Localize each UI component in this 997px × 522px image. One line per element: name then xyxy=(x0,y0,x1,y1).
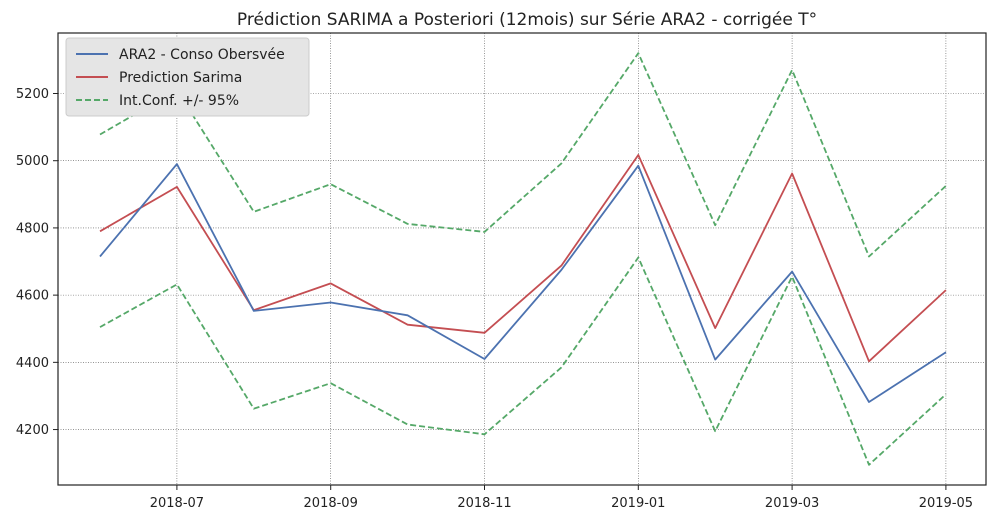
x-tick-label: 2018-07 xyxy=(150,496,204,511)
y-axis: 4200 4400 4600 4800 5000 5200 xyxy=(16,87,58,438)
y-tick-label: 4600 xyxy=(16,289,49,304)
series-line-confidence-lower xyxy=(99,256,947,466)
x-tick-label: 2018-09 xyxy=(304,496,358,511)
plot-frame xyxy=(57,32,987,486)
series-line-confidence-upper xyxy=(99,52,947,258)
y-tick-label: 4200 xyxy=(16,423,49,438)
legend-label-confidence: Int.Conf. +/- 95% xyxy=(119,93,239,109)
legend-label-prediction: Prediction Sarima xyxy=(119,70,242,86)
x-tick-label: 2018-11 xyxy=(457,496,511,511)
legend: ARA2 - Conso Obersvée Prediction Sarima … xyxy=(65,37,310,117)
x-tick-label: 2019-01 xyxy=(611,496,665,511)
x-tick-label: 2019-03 xyxy=(765,496,819,511)
y-tick-label: 5200 xyxy=(16,87,49,102)
legend-label-observed: ARA2 - Conso Obersvée xyxy=(119,47,285,63)
series-line-observed xyxy=(99,163,947,403)
legend-box xyxy=(65,37,310,117)
y-tick-label: 5000 xyxy=(16,154,49,169)
y-tick-label: 4400 xyxy=(16,356,49,371)
y-tick-label: 4800 xyxy=(16,221,49,236)
x-axis: 2018-07 2018-09 2018-11 2019-01 2019-03 2019-… xyxy=(150,485,973,511)
series-line-prediction xyxy=(99,154,947,363)
series-layer xyxy=(99,52,947,466)
chart-title: Prédiction SARIMA a Posteriori (12mois) … xyxy=(237,10,817,30)
x-tick-label: 2019-05 xyxy=(919,496,973,511)
